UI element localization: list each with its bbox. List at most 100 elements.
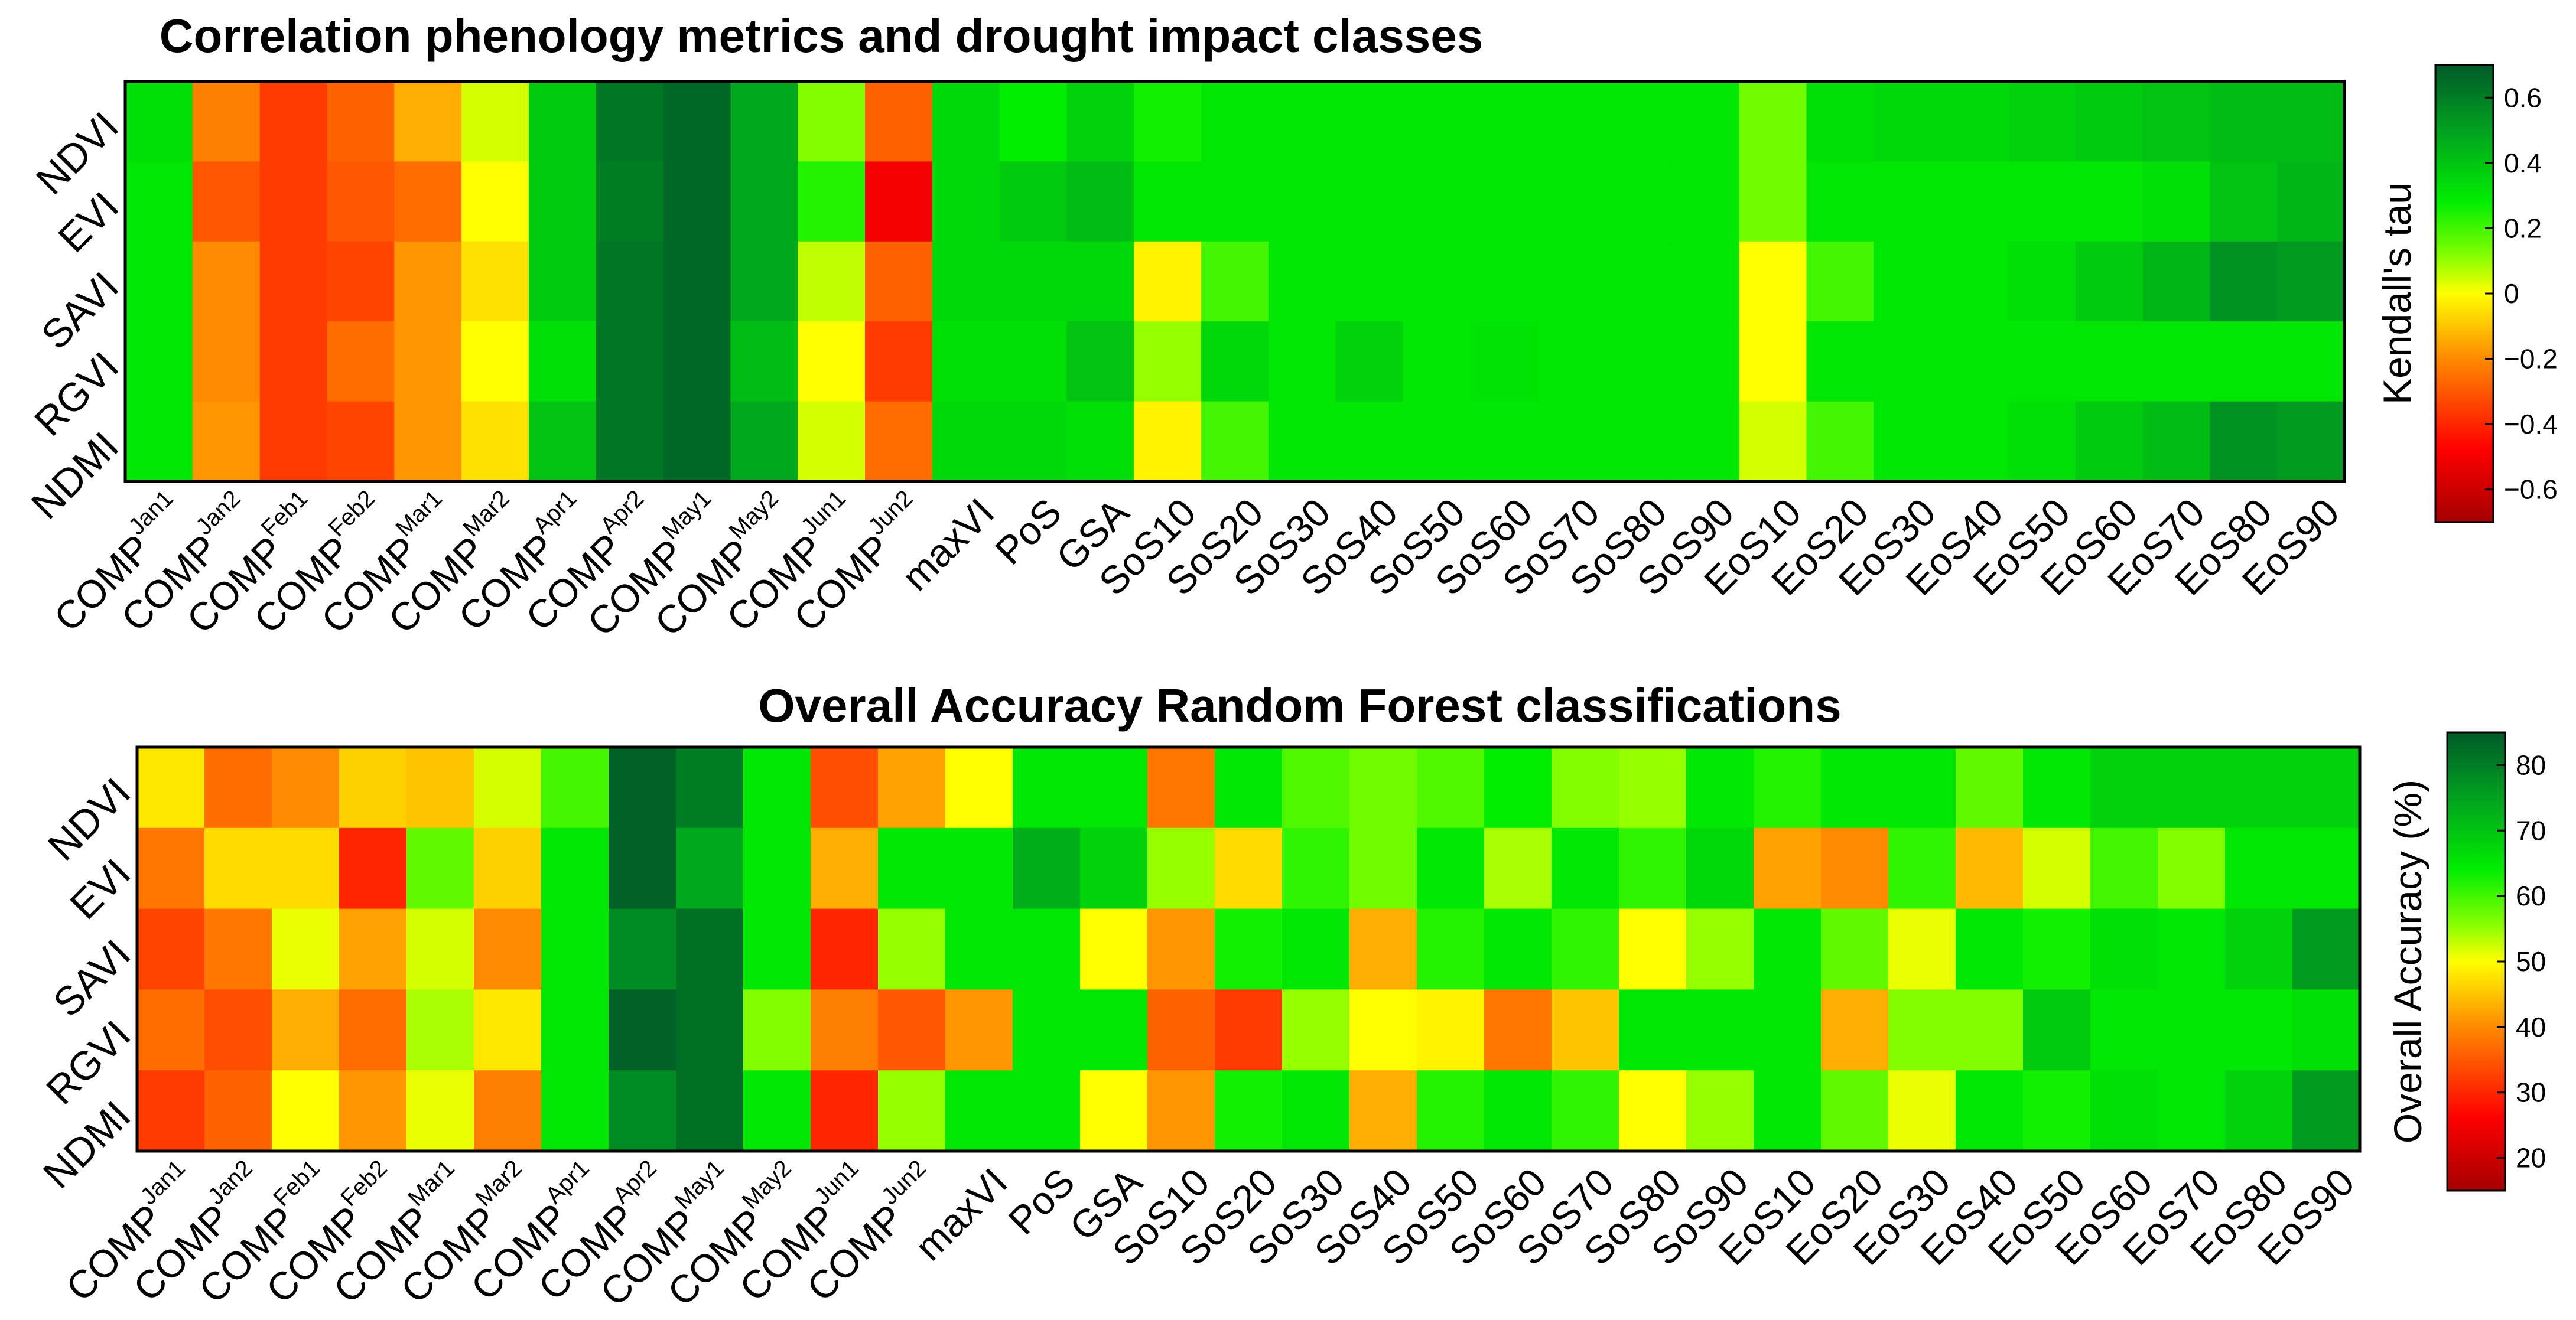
correlation-cell xyxy=(865,241,933,322)
correlation-cell xyxy=(2075,241,2144,322)
correlation-cell xyxy=(932,82,1000,162)
correlation-cell xyxy=(1268,401,1336,482)
accuracy-cell xyxy=(474,1070,542,1152)
accuracy-cell xyxy=(1686,908,1754,990)
accuracy-cell xyxy=(1013,989,1081,1071)
accuracy-cell xyxy=(2158,747,2226,829)
accuracy-cell xyxy=(474,747,542,829)
correlation-cell xyxy=(730,82,798,162)
accuracy-heatmap-panel: Overall Accuracy Random Forest classific… xyxy=(35,679,2546,1314)
correlation-cell xyxy=(259,82,328,162)
accuracy-cell xyxy=(1754,747,1822,829)
accuracy-cell xyxy=(1754,1070,1822,1152)
correlation-cell xyxy=(327,82,395,162)
accuracy-cell xyxy=(2090,827,2158,910)
accuracy-row-label: RGVI xyxy=(38,1012,139,1113)
accuracy-cell xyxy=(406,989,474,1071)
correlation-cell xyxy=(1066,241,1134,322)
accuracy-cell xyxy=(2158,1070,2226,1152)
accuracy-cell xyxy=(676,1070,744,1152)
correlation-cell xyxy=(2075,82,2144,162)
correlation-cell xyxy=(1268,241,1336,322)
correlation-cell xyxy=(730,161,798,242)
accuracy-cell xyxy=(2225,989,2293,1071)
correlation-cell xyxy=(1066,161,1134,242)
accuracy-cell xyxy=(406,908,474,990)
correlation-cell xyxy=(596,321,664,402)
correlation-cell xyxy=(1941,82,2009,162)
accuracy-cell xyxy=(1080,747,1148,829)
accuracy-cell xyxy=(2023,1070,2091,1152)
correlation-cell xyxy=(125,321,193,402)
accuracy-cell xyxy=(1754,827,1822,910)
correlation-cell xyxy=(1335,161,1404,242)
accuracy-cell xyxy=(137,1070,205,1152)
correlation-cell xyxy=(1335,82,1404,162)
accuracy-cell xyxy=(1013,908,1081,990)
correlation-cell xyxy=(1537,82,1605,162)
accuracy-cell xyxy=(609,989,676,1071)
correlation-cell xyxy=(1201,321,1269,402)
accuracy-cell xyxy=(1484,827,1552,910)
accuracy-cell xyxy=(1484,989,1552,1071)
accuracy-cell xyxy=(1821,908,1889,990)
accuracy-cell xyxy=(1349,989,1417,1071)
accuracy-cell xyxy=(1686,1070,1754,1152)
correlation-cell xyxy=(1201,82,1269,162)
correlation-cell xyxy=(1470,401,1538,482)
accuracy-cell xyxy=(1552,989,1619,1071)
accuracy-cell xyxy=(945,1070,1013,1152)
accuracy-cell xyxy=(811,747,879,829)
correlation-cell xyxy=(999,161,1068,242)
correlation-cell xyxy=(461,82,529,162)
correlation-cell xyxy=(2008,82,2076,162)
correlation-cell xyxy=(2142,161,2210,242)
accuracy-cell xyxy=(945,908,1013,990)
correlation-cell xyxy=(1874,82,1941,162)
correlation-cell xyxy=(1268,321,1336,402)
correlation-cell xyxy=(192,161,261,242)
correlation-cell xyxy=(259,241,328,322)
correlation-cell xyxy=(1134,82,1202,162)
accuracy-cell xyxy=(1821,989,1889,1071)
accuracy-cell xyxy=(1484,1070,1552,1152)
accuracy-cell xyxy=(1821,747,1889,829)
correlation-heatmap-panel: Correlation phenology metrics and drough… xyxy=(23,9,2558,644)
overall-accuracy-colorbar: 80 70 60 50 40 30 20 Overall Accuracy (%) xyxy=(2386,731,2546,1192)
accuracy-cell xyxy=(137,989,205,1071)
accuracy-cell xyxy=(1215,1070,1283,1152)
correlation-heatmap-cells xyxy=(125,82,2345,482)
accuracy-cell xyxy=(406,827,474,910)
correlation-cell xyxy=(932,161,1000,242)
overall-accuracy-colorbar-gradient xyxy=(2447,732,2505,1191)
accuracy-cell xyxy=(2090,747,2158,829)
accuracy-cell xyxy=(2023,827,2091,910)
accuracy-cell xyxy=(474,827,542,910)
correlation-cell xyxy=(1806,161,1874,242)
correlation-cell xyxy=(730,241,798,322)
correlation-cell xyxy=(2142,241,2210,322)
correlation-cell xyxy=(1201,401,1269,482)
accuracy-cell xyxy=(1686,989,1754,1071)
accuracy-cell xyxy=(339,908,407,990)
correlation-cell xyxy=(1941,401,2009,482)
accuracy-cell xyxy=(2292,747,2360,829)
correlation-cell xyxy=(327,161,395,242)
correlation-row-label: RGVI xyxy=(26,343,127,444)
overall-accuracy-colorbar-tick-label: 20 xyxy=(2516,1143,2546,1174)
accuracy-cell xyxy=(2225,827,2293,910)
accuracy-cell xyxy=(1349,1070,1417,1152)
accuracy-cell xyxy=(1956,827,2024,910)
accuracy-cell xyxy=(1619,908,1687,990)
correlation-cell xyxy=(865,161,933,242)
correlation-cell xyxy=(1605,82,1673,162)
accuracy-cell xyxy=(1215,827,1283,910)
correlation-cell xyxy=(1470,321,1538,402)
correlation-cell xyxy=(1403,161,1471,242)
accuracy-cell xyxy=(609,908,676,990)
accuracy-cell xyxy=(1956,989,2024,1071)
correlation-cell xyxy=(394,241,462,322)
accuracy-cell xyxy=(945,747,1013,829)
accuracy-cell xyxy=(2158,827,2226,910)
